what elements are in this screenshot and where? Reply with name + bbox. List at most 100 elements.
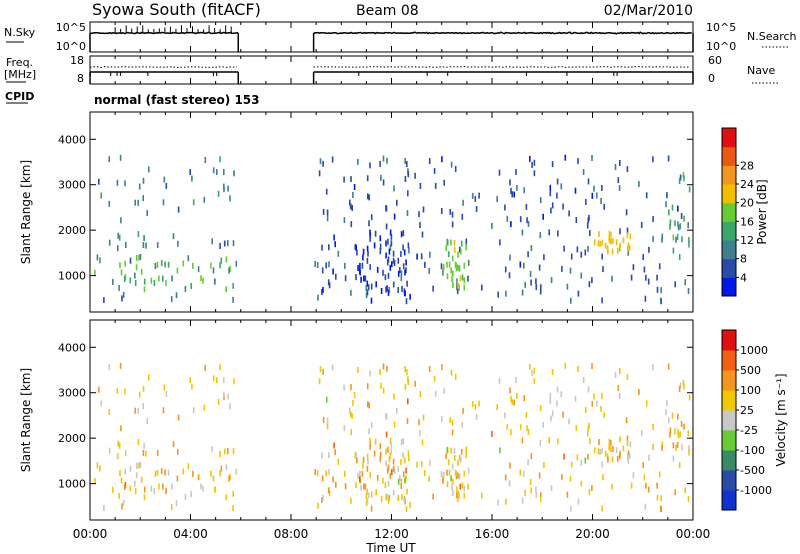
power-cell bbox=[158, 275, 160, 282]
velocity-cell bbox=[458, 472, 460, 479]
velocity-cell bbox=[154, 470, 157, 477]
colorbar-swatch bbox=[722, 221, 736, 241]
power-cell bbox=[212, 267, 215, 274]
power-cell bbox=[451, 276, 453, 282]
velocity-cell bbox=[618, 393, 621, 399]
power-cell bbox=[672, 247, 675, 254]
velocity-cell bbox=[367, 401, 369, 408]
power-cell bbox=[153, 280, 156, 286]
velocity-cell bbox=[322, 368, 324, 375]
power-cell bbox=[124, 260, 126, 267]
velocity-cell bbox=[576, 454, 579, 461]
power-cell bbox=[385, 252, 387, 259]
power-cell bbox=[460, 240, 463, 247]
power-cell bbox=[211, 238, 213, 245]
velocity-cell bbox=[465, 452, 467, 459]
velocity-cell bbox=[539, 496, 542, 503]
velocity-cell bbox=[678, 462, 681, 469]
velocity-cell bbox=[210, 470, 212, 477]
power-cell bbox=[556, 178, 559, 185]
power-y-label: Slant Range [km] bbox=[19, 160, 33, 264]
power-cell bbox=[598, 231, 600, 238]
velocity-cell bbox=[504, 474, 507, 481]
power-cell bbox=[618, 185, 621, 191]
power-cell bbox=[678, 254, 681, 261]
power-cell bbox=[569, 267, 572, 274]
y-tick-label: 4000 bbox=[58, 133, 86, 146]
velocity-cell bbox=[516, 392, 518, 399]
velocity-cell bbox=[385, 431, 388, 438]
power-cell bbox=[540, 284, 542, 291]
colorbar-swatch bbox=[722, 490, 736, 511]
power-cell bbox=[531, 161, 533, 168]
velocity-cell bbox=[403, 457, 406, 464]
colorbar-tick-label: -500 bbox=[740, 464, 765, 477]
power-cell bbox=[446, 261, 448, 268]
velocity-cell bbox=[601, 392, 603, 399]
power-cell bbox=[314, 261, 316, 267]
velocity-cell bbox=[332, 476, 334, 483]
velocity-cell bbox=[499, 447, 501, 454]
velocity-cell bbox=[445, 453, 447, 460]
power-cell bbox=[117, 245, 119, 252]
power-cell bbox=[352, 192, 354, 198]
velocity-cell bbox=[619, 450, 621, 457]
power-cell bbox=[452, 282, 454, 288]
velocity-cell bbox=[167, 469, 170, 476]
power-cell bbox=[137, 231, 140, 238]
power-cell bbox=[660, 287, 662, 294]
freq-label-2: [MHz] bbox=[4, 68, 36, 81]
velocity-cell bbox=[108, 408, 111, 415]
power-cell bbox=[367, 193, 369, 200]
velocity-cell bbox=[454, 455, 456, 461]
colorbar-tick-label: 16 bbox=[740, 215, 754, 228]
velocity-cell bbox=[227, 448, 229, 455]
velocity-cell bbox=[645, 400, 648, 407]
power-cell bbox=[542, 213, 544, 220]
velocity-cell bbox=[369, 370, 371, 377]
velocity-cell bbox=[197, 474, 200, 481]
colorbar-frame bbox=[721, 127, 737, 297]
power-cell bbox=[122, 291, 125, 298]
power-cell bbox=[349, 199, 351, 206]
velocity-cell bbox=[175, 500, 178, 507]
velocity-cell bbox=[434, 390, 437, 397]
velocity-cell bbox=[219, 364, 221, 371]
velocity-cell bbox=[527, 428, 530, 435]
velocity-cell bbox=[135, 472, 138, 479]
velocity-cell bbox=[606, 453, 609, 460]
power-cell bbox=[562, 203, 564, 210]
y-tick-label: 1000 bbox=[58, 270, 86, 283]
power-scatter bbox=[94, 154, 691, 305]
power-cell bbox=[366, 289, 369, 296]
power-cell bbox=[334, 241, 336, 248]
velocity-cell bbox=[614, 372, 617, 378]
power-cell bbox=[322, 286, 324, 293]
velocity-cell bbox=[143, 486, 146, 493]
power-cell bbox=[382, 179, 385, 186]
velocity-cell bbox=[386, 493, 388, 500]
power-cell bbox=[638, 181, 640, 187]
time-axis: 00:00 04:00 08:00 12:00 16:00 20:00 00:00 bbox=[73, 22, 710, 541]
velocity-cell bbox=[331, 364, 334, 371]
velocity-cell bbox=[674, 489, 676, 496]
power-cell bbox=[608, 236, 610, 243]
power-cell bbox=[396, 199, 398, 206]
power-cell bbox=[370, 214, 373, 221]
power-cell bbox=[601, 239, 603, 246]
velocity-cell bbox=[456, 486, 458, 493]
velocity-cell bbox=[407, 450, 410, 457]
power-cell bbox=[405, 259, 407, 266]
velocity-cell bbox=[351, 413, 353, 419]
velocity-cell bbox=[365, 493, 368, 500]
velocity-cell bbox=[352, 400, 354, 406]
velocity-cell bbox=[465, 446, 468, 453]
power-cell bbox=[393, 213, 396, 220]
power-cell bbox=[197, 266, 200, 273]
power-cell bbox=[366, 175, 369, 182]
power-cell bbox=[400, 270, 403, 277]
beam-title: Beam 08 bbox=[356, 3, 419, 19]
power-cell bbox=[212, 167, 215, 174]
velocity-cell bbox=[407, 398, 409, 405]
noise-line bbox=[89, 31, 239, 35]
